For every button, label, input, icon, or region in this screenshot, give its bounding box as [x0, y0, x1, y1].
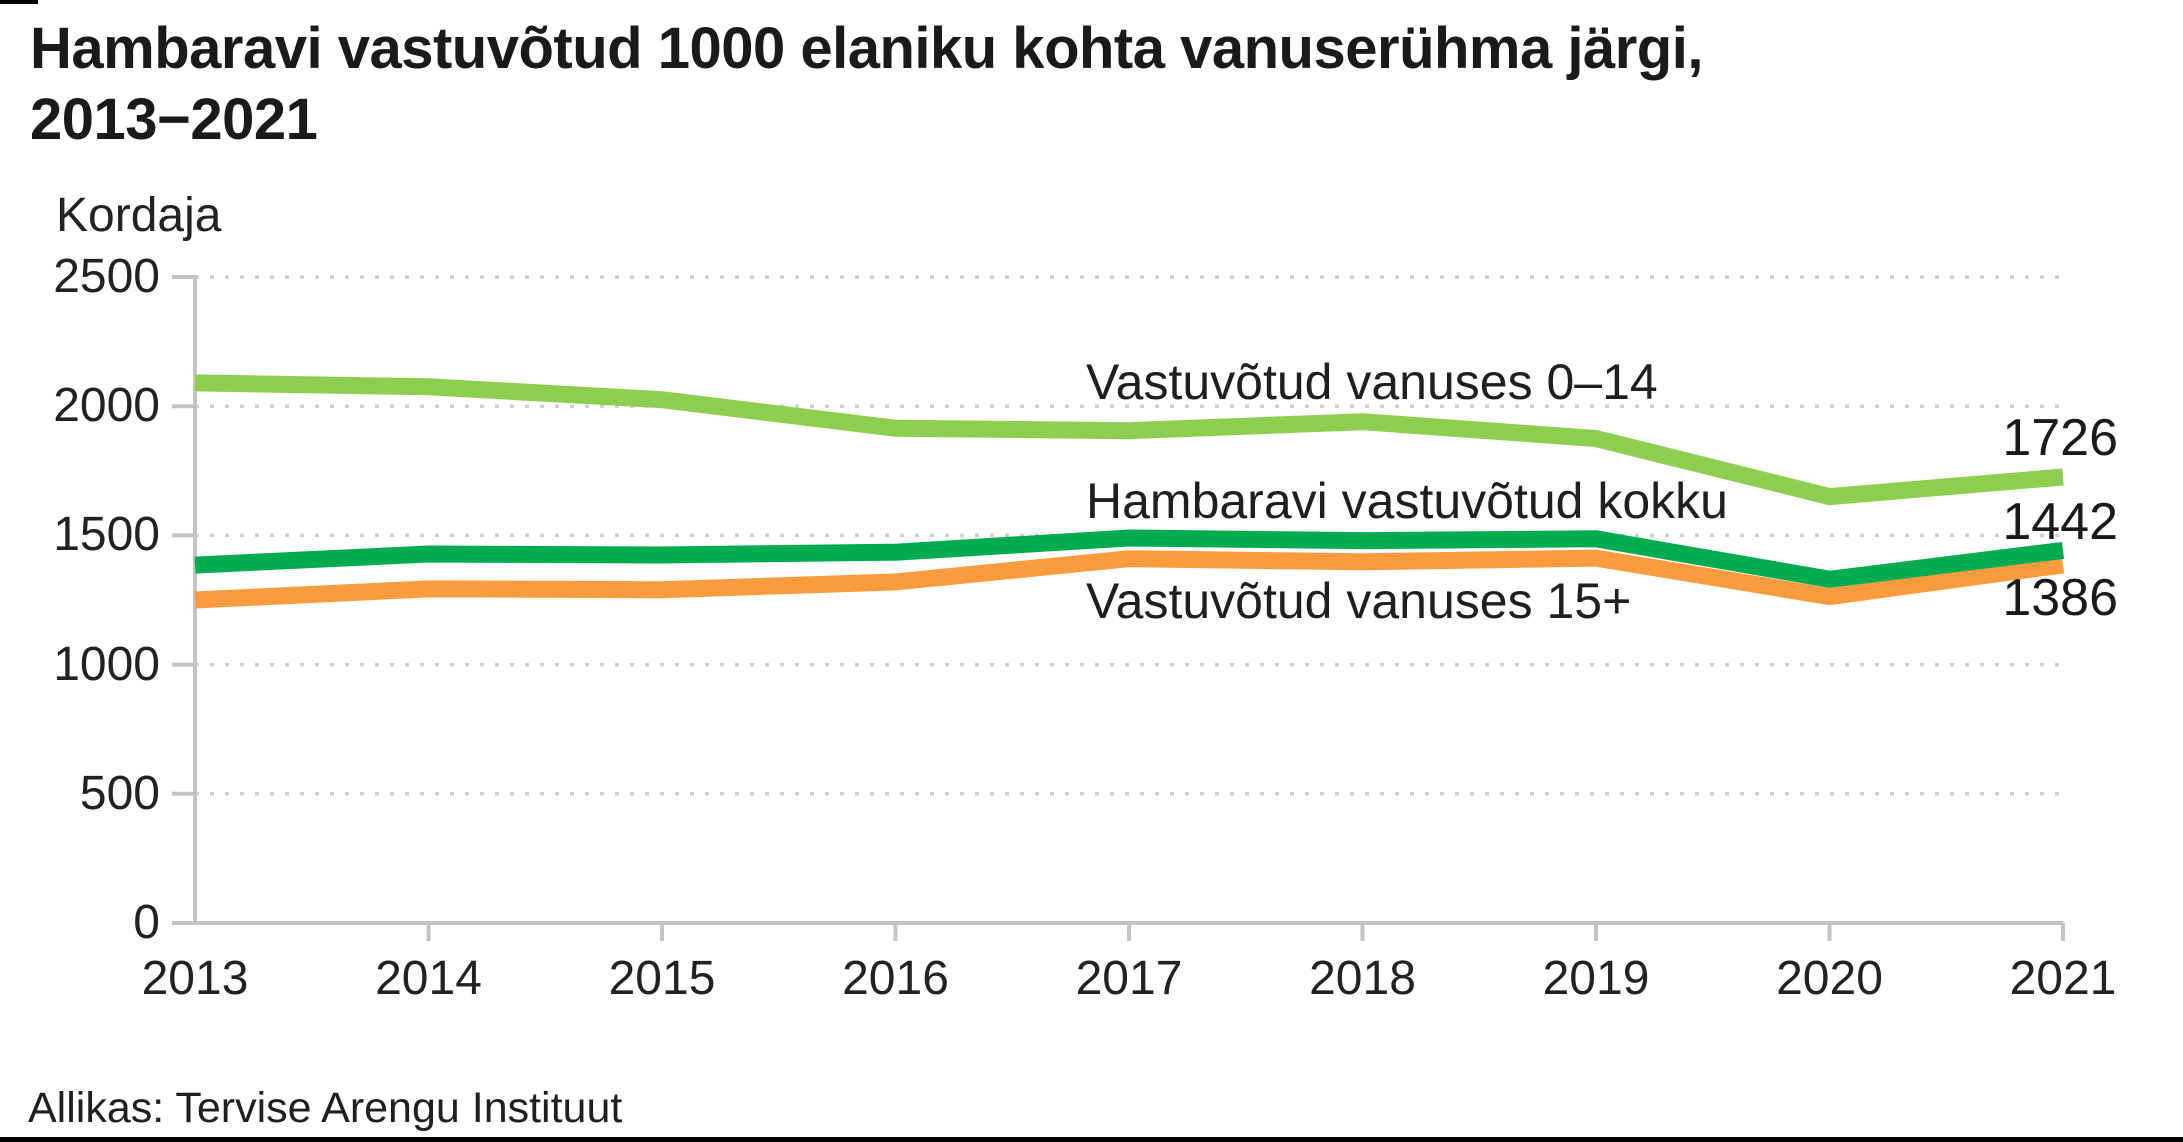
- y-tick-label-0: 0: [133, 896, 160, 949]
- series-line-1: [194, 529, 2065, 588]
- x-tick-label-2016: 2016: [842, 952, 949, 1005]
- x-tick-label-2014: 2014: [375, 952, 482, 1005]
- x-tick-label-2015: 2015: [608, 952, 716, 1005]
- end-value-ages-15plus: 1386: [2002, 569, 2118, 627]
- series-label-ages-15plus: Vastuvõtud vanuses 15+: [1086, 573, 1632, 629]
- x-tick-label-2019: 2019: [1542, 952, 1650, 1005]
- y-axis-title: Kordaja: [56, 189, 222, 242]
- source-note: Allikas: Tervise Arengu Instituut: [28, 1084, 623, 1132]
- y-tick-label-1500: 1500: [53, 508, 160, 562]
- bottom-border: [0, 1137, 2183, 1142]
- x-tick-label-2018: 2018: [1309, 952, 1416, 1005]
- end-value-ages-0-14: 1726: [2002, 409, 2118, 467]
- chart-title: Hambaravi vastuvõtud 1000 elaniku kohta …: [30, 16, 1703, 152]
- top-left-dash: [0, 0, 38, 4]
- x-tick-label-2017: 2017: [1075, 952, 1183, 1005]
- y-tick-label-2500: 2500: [53, 250, 160, 303]
- y-tick-label-2000: 2000: [53, 379, 160, 433]
- series-line-0: [194, 374, 2064, 506]
- y-tick-label-500: 500: [79, 766, 160, 820]
- end-value-total: 1442: [2002, 493, 2118, 551]
- y-tick-label-1000: 1000: [53, 637, 160, 691]
- series-label-ages-0-14: Vastuvõtud vanuses 0–14: [1086, 354, 1658, 410]
- series-line-2: [194, 549, 2065, 609]
- x-tick-label-2013: 2013: [141, 952, 249, 1005]
- x-tick-label-2021: 2021: [2009, 952, 2117, 1005]
- series-label-total: Hambaravi vastuvõtud kokku: [1086, 473, 1728, 529]
- x-tick-label-2020: 2020: [1776, 952, 1883, 1005]
